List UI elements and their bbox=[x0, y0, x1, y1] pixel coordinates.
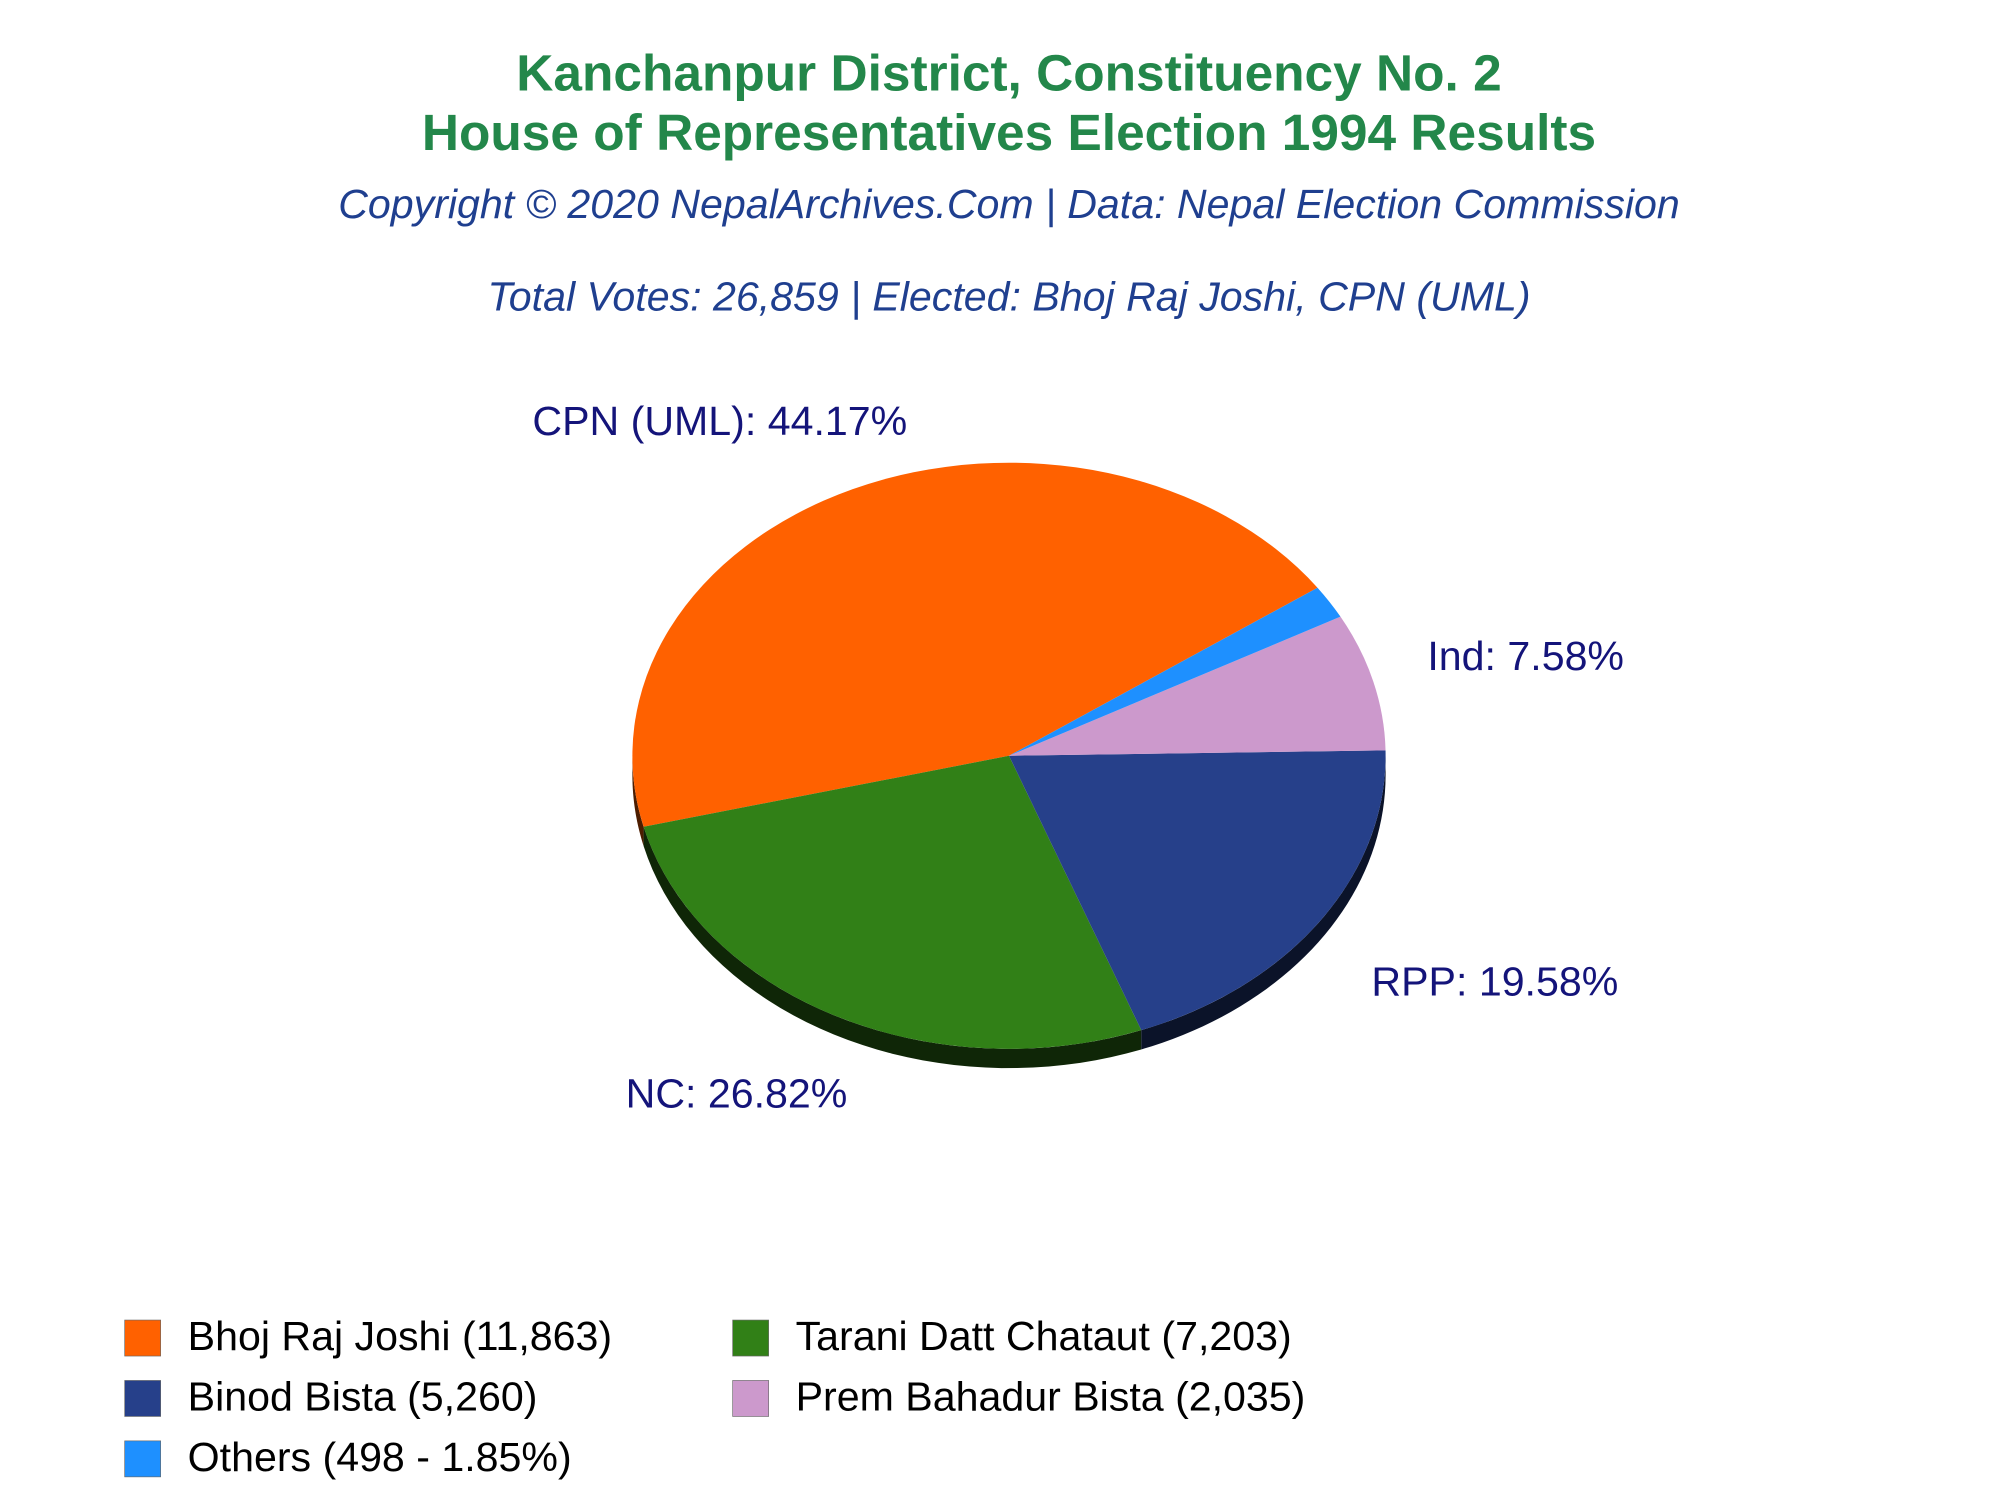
data-label: CPN (UML): 44.17% bbox=[532, 398, 907, 444]
legend-label: Tarani Datt Chataut (7,203) bbox=[796, 1313, 1292, 1359]
legend-swatch bbox=[124, 1380, 161, 1417]
legend-label: Prem Bahadur Bista (2,035) bbox=[796, 1374, 1306, 1420]
slice bbox=[1008, 616, 1386, 756]
legend-swatch bbox=[732, 1319, 769, 1357]
legend-label: Binod Bista (5,260) bbox=[188, 1374, 538, 1420]
slice-side bbox=[643, 826, 1142, 1069]
legend-label: Others (498 - 1.85%) bbox=[188, 1434, 572, 1480]
slice-side bbox=[632, 755, 644, 847]
chart-subtitle: Copyright © 2020 NepalArchives.Com | Dat… bbox=[338, 181, 1680, 227]
legend-swatch bbox=[124, 1440, 161, 1478]
annotation: Total Votes: 26,859 | Elected: Bhoj Raj … bbox=[487, 273, 1530, 319]
data-label: RPP: 19.58% bbox=[1371, 958, 1618, 1004]
chart-title: Kanchanpur District, Constituency No. 2 bbox=[516, 44, 1501, 102]
slice bbox=[632, 462, 1318, 827]
slice bbox=[1008, 587, 1341, 756]
data-label: Ind: 7.58% bbox=[1427, 633, 1624, 679]
data-label: NC: 26.82% bbox=[626, 1070, 848, 1116]
chart-title: House of Representatives Election 1994 R… bbox=[422, 103, 1596, 161]
slice bbox=[1008, 750, 1386, 1031]
legend-swatch bbox=[732, 1380, 769, 1417]
slice-side bbox=[1141, 755, 1386, 1050]
slice bbox=[643, 755, 1142, 1049]
legend-swatch bbox=[124, 1319, 161, 1357]
legend-label: Bhoj Raj Joshi (11,863) bbox=[188, 1313, 612, 1359]
